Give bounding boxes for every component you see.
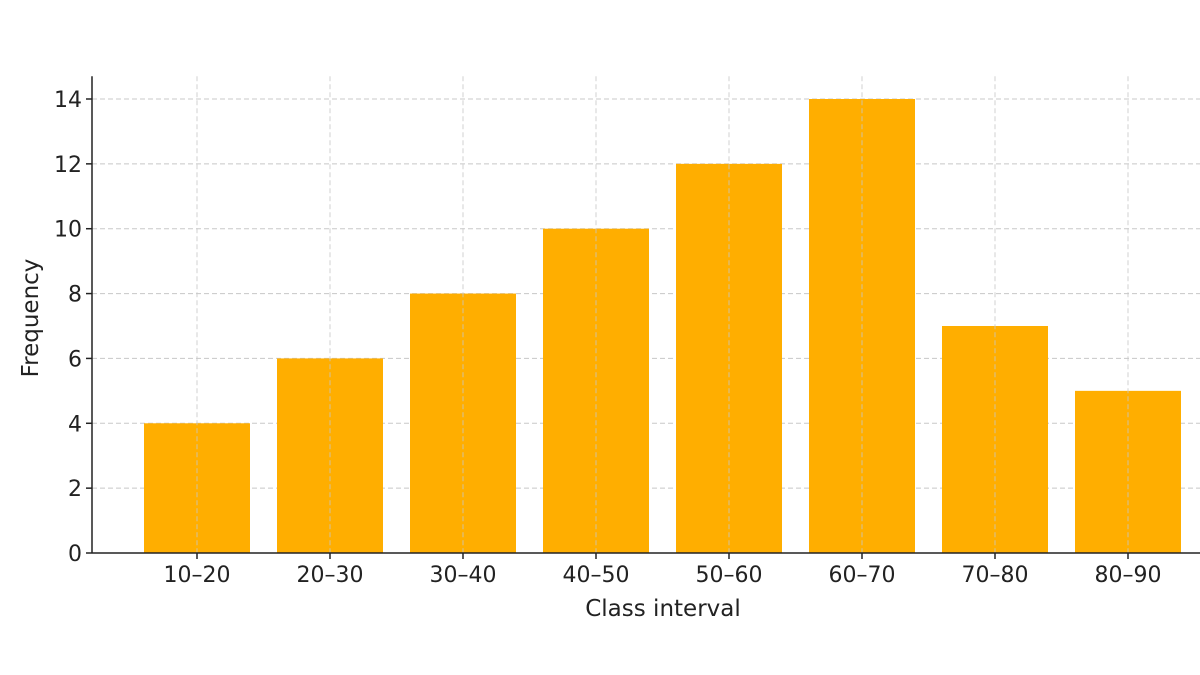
y-tick-label: 10 — [54, 218, 82, 243]
y-tick-label: 6 — [68, 347, 82, 372]
y-tick-label: 8 — [68, 283, 82, 308]
x-tick-label: 10–20 — [164, 563, 231, 588]
y-tick-label: 14 — [54, 88, 82, 113]
x-tick-label: 80–90 — [1095, 563, 1162, 588]
x-tick-label: 50–60 — [696, 563, 763, 588]
axes: 0 2 4 6 8 10 12 14 10–20 20–30 30–40 40–50 50–60 60–7… — [54, 76, 1200, 588]
y-axis-label: Frequency — [18, 259, 44, 378]
y-tick-label: 12 — [54, 153, 82, 178]
x-tick-label: 60–70 — [829, 563, 896, 588]
y-tick-label: 2 — [68, 477, 82, 502]
y-tick-label: 4 — [68, 412, 82, 437]
x-tick-label: 70–80 — [962, 563, 1029, 588]
bars — [144, 76, 1181, 553]
x-tick-label: 40–50 — [563, 563, 630, 588]
x-tick-label: 20–30 — [297, 563, 364, 588]
x-axis-label: Class interval — [585, 596, 741, 622]
y-tick-label: 0 — [68, 542, 82, 567]
x-tick-label: 30–40 — [430, 563, 497, 588]
